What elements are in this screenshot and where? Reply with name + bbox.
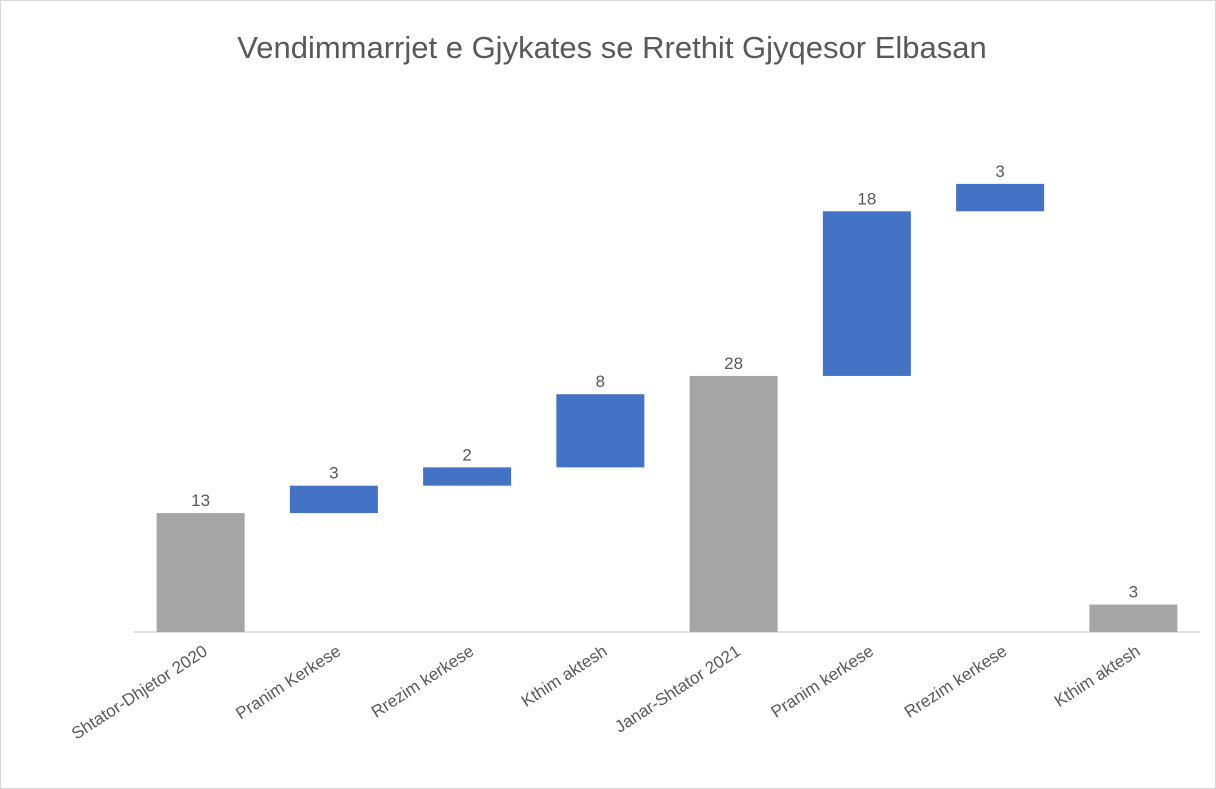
bar (689, 375, 778, 632)
data-label: 13 (191, 491, 210, 510)
data-label: 8 (596, 372, 605, 391)
chart-title: Vendimmarrjet e Gjykates se Rrethit Gjyq… (237, 30, 986, 65)
data-label: 18 (857, 189, 876, 208)
bar (956, 183, 1045, 212)
data-label: 3 (1129, 583, 1138, 602)
data-label: 3 (329, 464, 338, 483)
bar (156, 513, 245, 632)
data-label: 2 (462, 445, 471, 464)
bar (1089, 604, 1178, 632)
data-label: 3 (995, 162, 1004, 181)
data-label: 28 (724, 354, 743, 373)
bar (289, 485, 378, 514)
bar (822, 211, 911, 376)
bar (423, 467, 512, 486)
bar (556, 394, 645, 468)
